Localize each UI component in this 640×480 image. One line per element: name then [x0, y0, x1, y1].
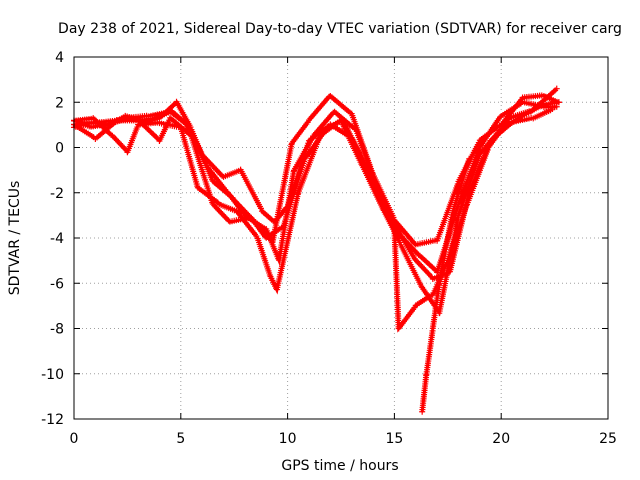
x-tick-label: 15 [385, 431, 403, 447]
x-tick-label: 10 [279, 431, 297, 447]
series-markers [419, 155, 473, 415]
series-track-5 [71, 85, 560, 333]
y-tick-label: -12 [41, 412, 64, 428]
y-tick-label: -2 [50, 186, 64, 202]
series-track-6 [419, 155, 473, 415]
y-tick-label: -4 [50, 231, 64, 247]
data-layer [71, 85, 562, 415]
x-tick-label: 25 [599, 431, 617, 447]
y-tick-label: 2 [55, 95, 64, 111]
chart-title: Day 238 of 2021, Sidereal Day-to-day VTE… [58, 21, 622, 37]
x-tick-label: 5 [176, 431, 185, 447]
y-axis-title: SDTVAR / TECUs [7, 181, 23, 296]
tick-layer: 0 5 10 15 20 25 -12 -10 -8 -6 -4 -2 0 2 4 [41, 50, 617, 447]
x-tick-label: 0 [70, 431, 79, 447]
y-tick-label: -10 [41, 367, 64, 383]
y-tick-label: 4 [55, 50, 64, 66]
y-tick-label: -8 [50, 322, 64, 338]
y-tick-label: 0 [55, 141, 64, 157]
series-markers [71, 85, 560, 332]
x-axis-title: GPS time / hours [281, 458, 398, 474]
y-tick-label: -6 [50, 276, 64, 292]
x-tick-label: 20 [492, 431, 510, 447]
